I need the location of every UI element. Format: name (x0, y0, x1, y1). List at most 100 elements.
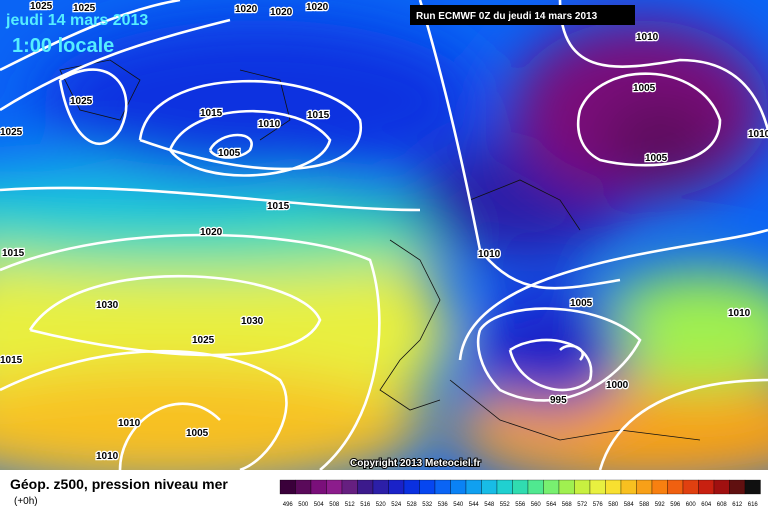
scale-swatch (682, 479, 699, 495)
isobar-label: 1010 (258, 119, 281, 130)
scale-swatch (527, 479, 544, 495)
scale-swatch (558, 479, 575, 495)
isobar-label: 1005 (218, 148, 241, 159)
scale-label: 524 (391, 502, 402, 508)
run-text: Run ECMWF 0Z du jeudi 14 mars 2013 (416, 11, 598, 22)
scale-label: 552 (500, 502, 511, 508)
scale-label: 536 (438, 502, 449, 508)
scale-swatch (744, 479, 761, 495)
scale-label: 560 (531, 502, 542, 508)
scale-swatch (310, 479, 327, 495)
time: 1:00 locale (12, 35, 114, 57)
isobar-label: 1025 (73, 3, 96, 14)
scale-label: 584 (624, 502, 635, 508)
scale-label: 616 (748, 502, 759, 508)
scale-swatch (713, 479, 730, 495)
isobar-label: 1005 (633, 83, 656, 94)
isobar-label: 1015 (0, 355, 23, 366)
scale-label: 548 (484, 502, 495, 508)
scale-swatch (589, 479, 606, 495)
scale-label: 580 (608, 502, 619, 508)
scale-swatch (372, 479, 389, 495)
scale-label: 600 (686, 502, 697, 508)
scale-label: 528 (407, 502, 418, 508)
scale-swatch (651, 479, 668, 495)
scale-label: 508 (329, 502, 340, 508)
isobar-label: 1005 (645, 153, 668, 164)
scale-swatch (512, 479, 529, 495)
isobar-label: 1025 (0, 127, 23, 138)
scale-label: 496 (283, 502, 294, 508)
scale-swatch (698, 479, 715, 495)
scale-label: 556 (515, 502, 526, 508)
date: jeudi 14 mars 2013 (5, 12, 148, 29)
isobar-label: 1015 (307, 110, 330, 121)
scale-label: 604 (701, 502, 712, 508)
scale-swatch (279, 479, 296, 495)
isobar-label: 1010 (748, 129, 768, 140)
scale-swatch (434, 479, 451, 495)
isobar-label: 1005 (570, 298, 593, 309)
scale-swatch (620, 479, 637, 495)
scale-label: 512 (345, 502, 356, 508)
scale-swatch (729, 479, 746, 495)
scale-label: 540 (453, 502, 464, 508)
isobar-label: 1010 (636, 32, 659, 43)
scale-label: 568 (562, 502, 573, 508)
scale-label: 504 (314, 502, 325, 508)
isobar-label: 1010 (478, 249, 501, 260)
scale-label: 532 (422, 502, 433, 508)
isobar-label: 1025 (192, 335, 215, 346)
copyright: Copyright 2013 Meteociel.fr (350, 458, 481, 469)
isobar-label: 1015 (267, 201, 290, 212)
scale-swatch (605, 479, 622, 495)
scale-swatch (574, 479, 591, 495)
scale-label: 564 (546, 502, 557, 508)
isobar-label: 1030 (241, 316, 264, 327)
scale-swatch (341, 479, 358, 495)
scale-swatch (667, 479, 684, 495)
scale-swatch (636, 479, 653, 495)
scale-swatch (465, 479, 482, 495)
scale-label: 608 (717, 502, 728, 508)
scale-label: 516 (360, 502, 371, 508)
scale-label: 576 (593, 502, 604, 508)
scale-swatch (543, 479, 560, 495)
scale-swatch (403, 479, 420, 495)
isobar-label: 1005 (186, 428, 209, 439)
isobar-label: 1010 (96, 451, 119, 462)
scale-label: 572 (577, 502, 588, 508)
legend-step: (+0h) (14, 496, 38, 507)
scale-label: 500 (298, 502, 309, 508)
scale-label: 544 (469, 502, 480, 508)
isobar-label: 1025 (30, 1, 53, 12)
isobar-label: 1030 (96, 300, 119, 311)
field (0, 0, 768, 470)
scale-label: 612 (732, 502, 743, 508)
isobar-label: 1025 (70, 96, 93, 107)
scale-swatch (450, 479, 467, 495)
legend-title: Géop. z500, pression niveau mer (10, 476, 228, 492)
scale-label: 588 (639, 502, 650, 508)
isobar-label: 1000 (606, 380, 629, 391)
isobar-label: 1020 (270, 7, 293, 18)
scale-swatch (388, 479, 405, 495)
isobar-label: 1020 (306, 2, 329, 13)
scale-swatch (496, 479, 513, 495)
scale-swatch (357, 479, 374, 495)
run-box (410, 5, 635, 25)
scale-swatch (481, 479, 498, 495)
scale-swatch (326, 479, 343, 495)
isobar-label: 1020 (200, 227, 223, 238)
isobar-label: 1015 (200, 108, 223, 119)
scale-swatch (295, 479, 312, 495)
isobar-label: 1015 (2, 248, 25, 259)
isobar-label: 1010 (728, 308, 751, 319)
isobar-label: 1010 (118, 418, 141, 429)
scale-label: 520 (376, 502, 387, 508)
scale-label: 592 (655, 502, 666, 508)
scale-label: 596 (670, 502, 681, 508)
scale-swatch (419, 479, 436, 495)
